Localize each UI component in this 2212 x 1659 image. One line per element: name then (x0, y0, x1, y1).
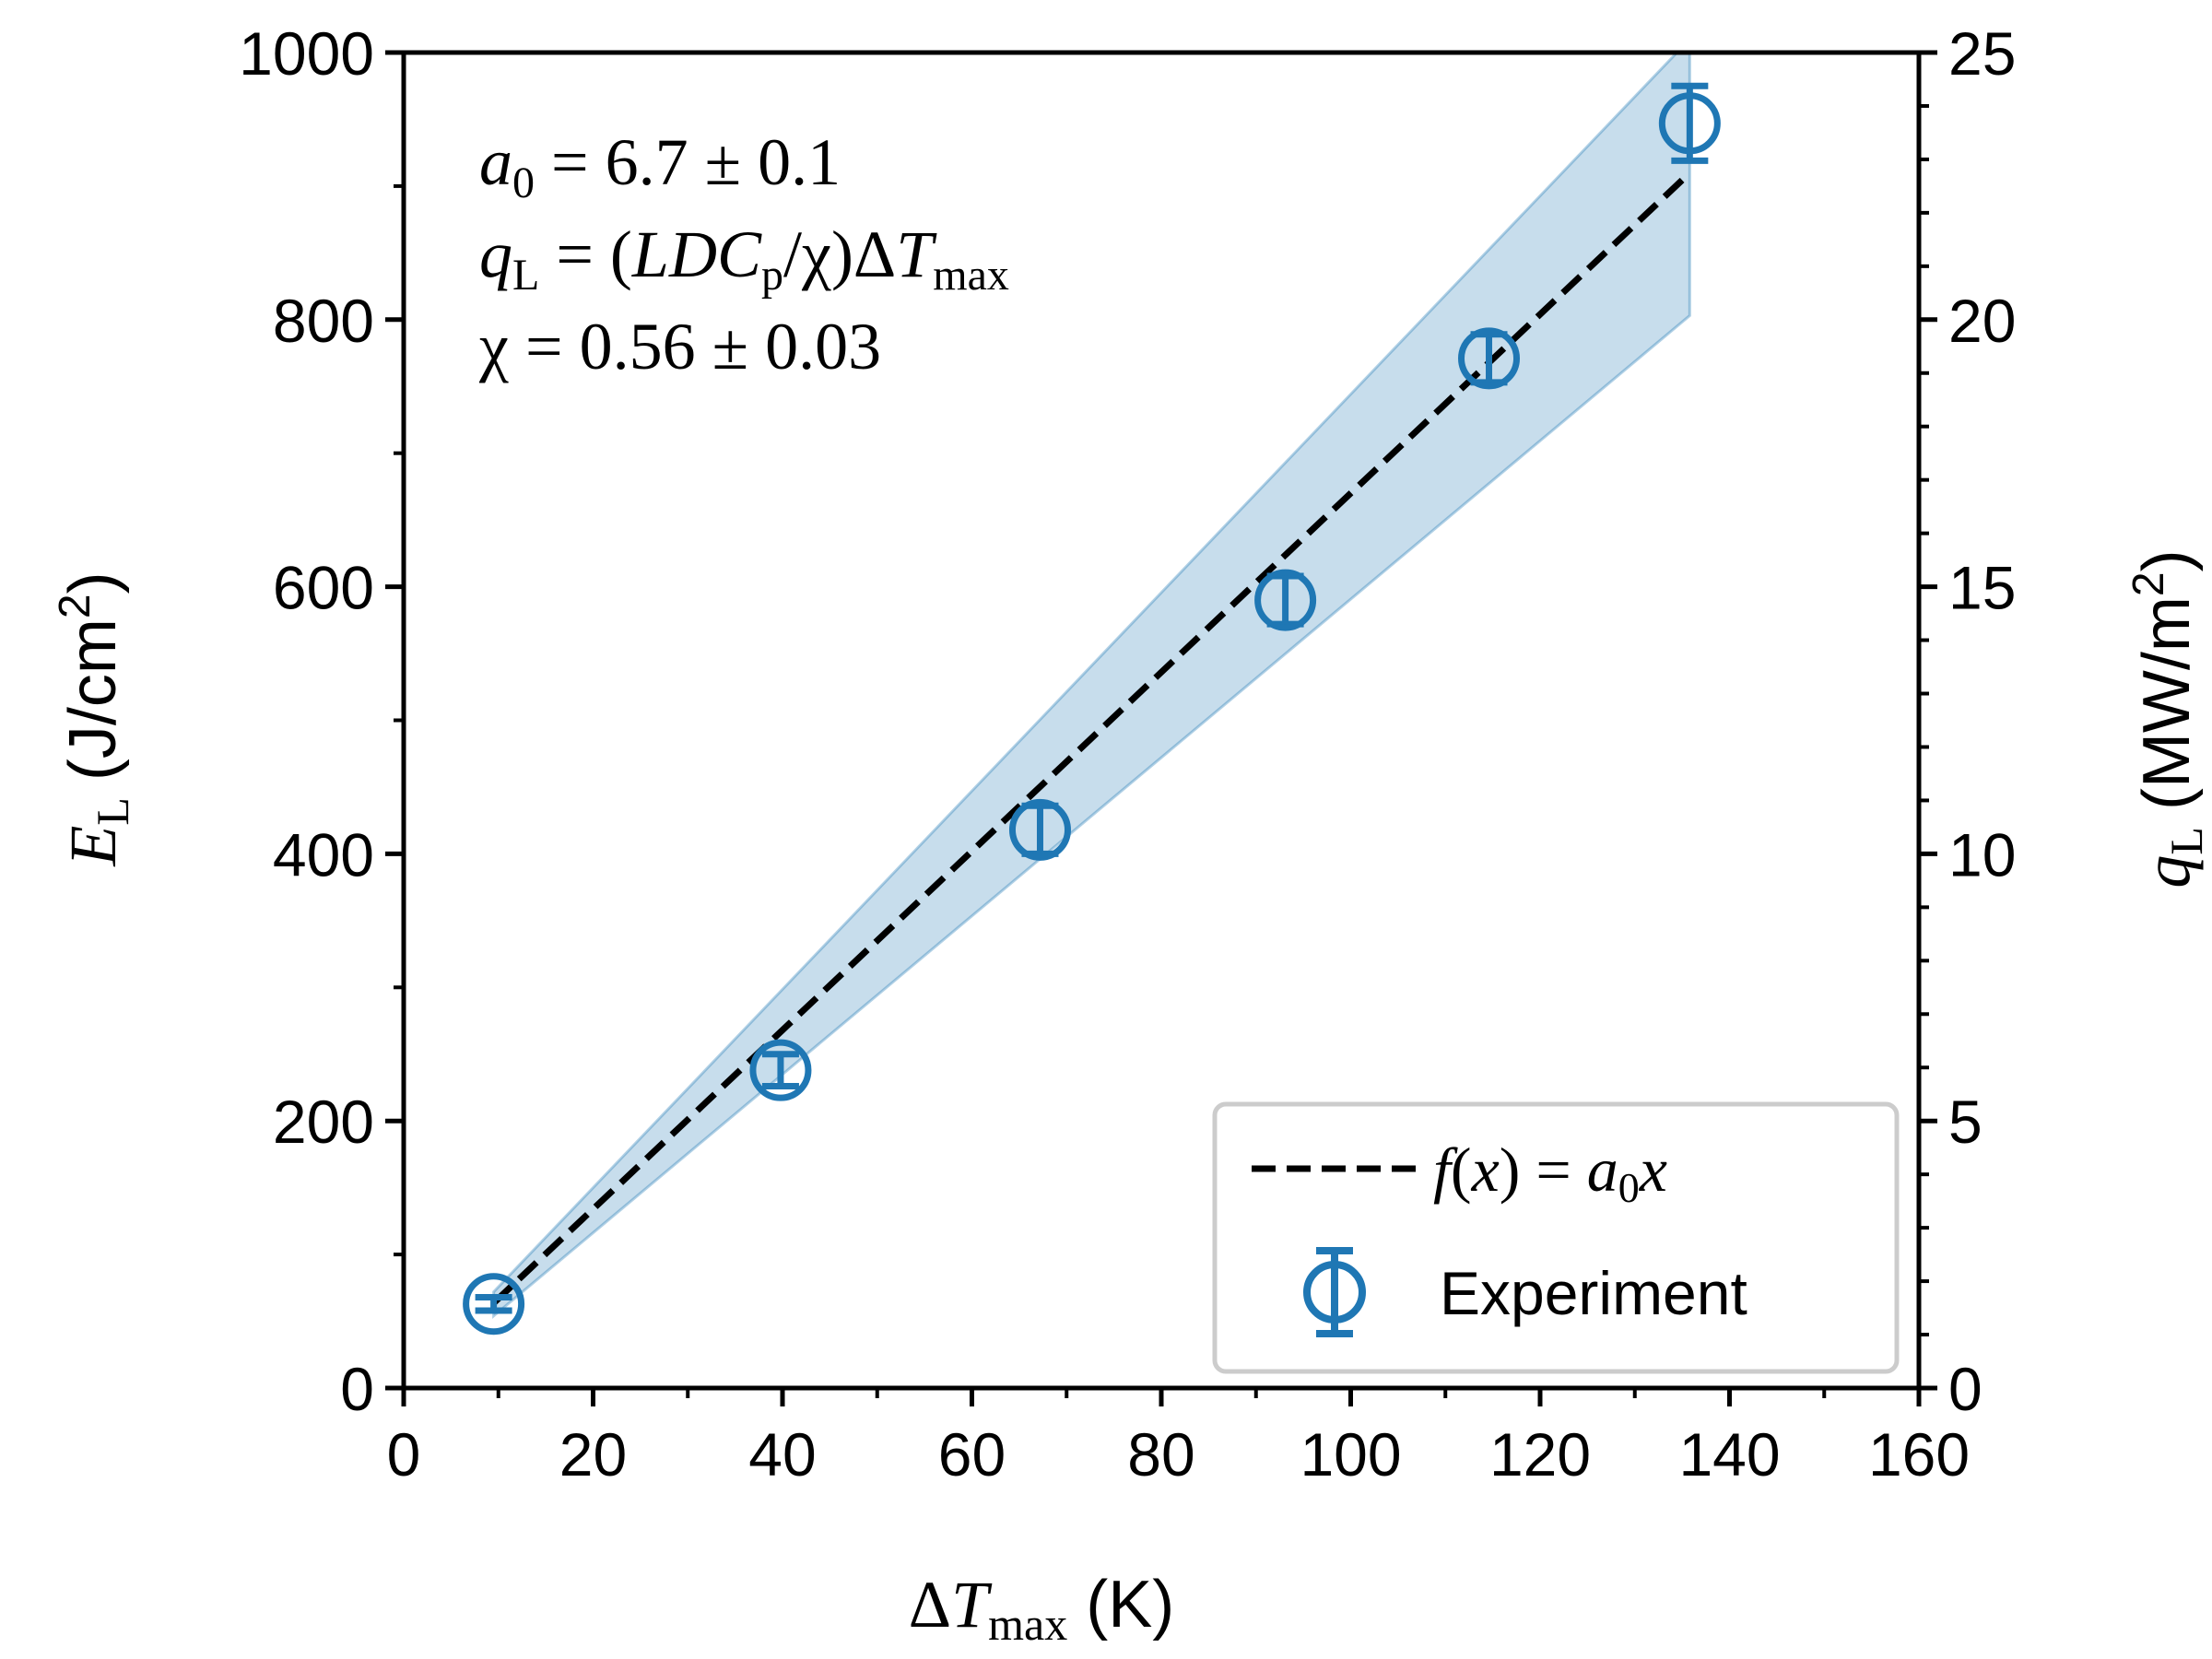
y-right-tick-label-10: 10 (1948, 820, 2016, 888)
x-tick-label-100: 100 (1300, 1420, 1401, 1488)
y-right-tick-label-25: 25 (1948, 19, 2016, 88)
annotation-chi: χ = 0.56 ± 0.03 (478, 310, 881, 383)
legend-frame (1212, 1101, 1900, 1374)
x-tick-label-140: 140 (1678, 1420, 1780, 1488)
x-tick-label-0: 0 (387, 1420, 421, 1488)
data-point-2 (749, 1039, 812, 1101)
y-right-tick-label-20: 20 (1948, 287, 2016, 355)
y-axis-right-label: qL(MW/m2) (2124, 549, 2212, 888)
x-tick-label-20: 20 (559, 1420, 627, 1488)
y-tick-label-200: 200 (273, 1088, 374, 1156)
experiment-points-layer (463, 82, 1721, 1335)
data-point-1 (463, 1273, 525, 1335)
data-point-3 (1008, 798, 1071, 861)
y-tick-label-0: 0 (340, 1355, 374, 1423)
y-axis-label: EL(J/cm2) (51, 571, 138, 866)
annotation-qL-formula: qL = (LDCp/χ)ΔTmax (479, 218, 1009, 300)
data-point-6 (1658, 82, 1721, 164)
point-marker-4 (1254, 569, 1317, 631)
data-point-4 (1254, 569, 1317, 631)
y-tick-label-800: 800 (273, 287, 374, 355)
legend-experiment-label: Experiment (1440, 1259, 1747, 1327)
x-tick-label-60: 60 (938, 1420, 1006, 1488)
y-right-tick-label-0: 0 (1948, 1355, 1983, 1423)
point-marker-5 (1458, 327, 1521, 390)
point-marker-2 (749, 1039, 812, 1101)
x-tick-label-120: 120 (1489, 1420, 1591, 1488)
ticks-layer: 0 20 40 60 80 100 120 140 1600200400600800100005… (239, 19, 2016, 1488)
point-marker-1 (463, 1273, 525, 1335)
x-tick-label-160: 160 (1868, 1420, 1970, 1488)
data-point-5 (1458, 327, 1521, 390)
point-marker-3 (1008, 798, 1071, 861)
legend-experiment-marker (1303, 1247, 1366, 1337)
point-marker-6 (1658, 92, 1721, 155)
annotation-a0: a0 = 6.7 ± 0.1 (479, 125, 841, 207)
legend-fit-label: f(x) = a0x (1433, 1135, 1667, 1211)
y-tick-label-1000: 1000 (239, 19, 374, 88)
x-tick-label-80: 80 (1127, 1420, 1194, 1488)
y-tick-label-400: 400 (273, 820, 374, 888)
legend: f(x) = a0x Experiment (1212, 1101, 1900, 1374)
y-right-tick-label-5: 5 (1948, 1088, 1983, 1156)
x-tick-label-40: 40 (748, 1420, 816, 1488)
fit-annotation: a0 = 6.7 ± 0.1 qL = (LDCp/χ)ΔTmax χ = 0.… (478, 125, 1009, 383)
x-axis-label: ΔTmax (K) (909, 1568, 1174, 1650)
y-tick-label-600: 600 (273, 554, 374, 622)
y-right-tick-label-15: 15 (1948, 554, 2016, 622)
